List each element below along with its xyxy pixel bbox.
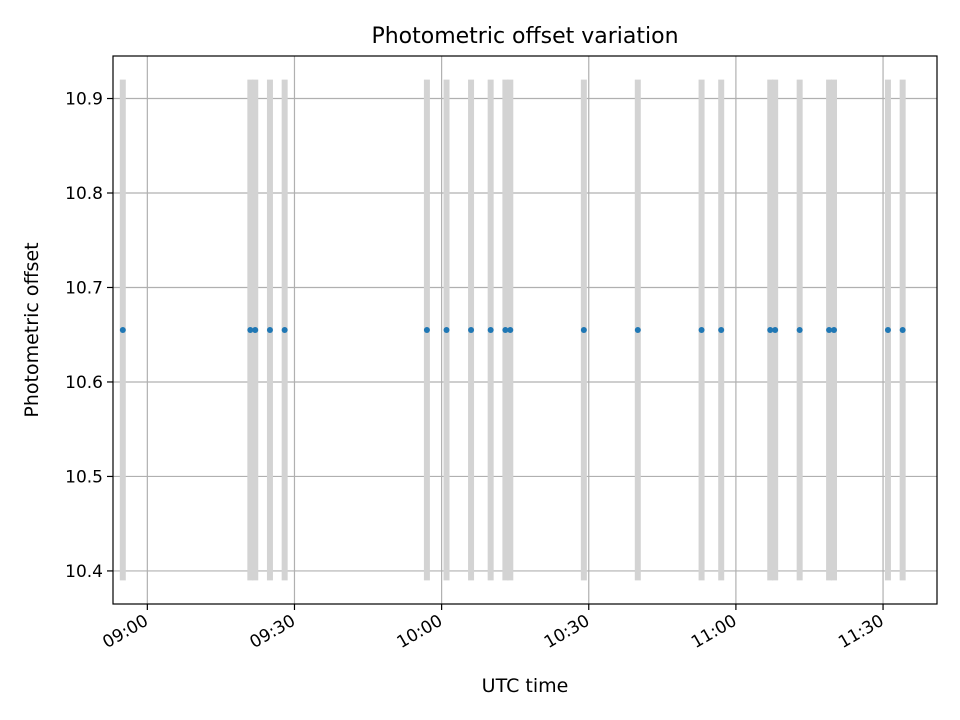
data-point bbox=[634, 327, 641, 333]
data-point bbox=[252, 327, 259, 333]
data-point bbox=[281, 327, 288, 333]
data-point bbox=[831, 327, 837, 333]
data-point bbox=[718, 327, 725, 333]
x-tick-label: 11:00 bbox=[688, 611, 740, 653]
data-point bbox=[899, 327, 906, 333]
data-point bbox=[580, 327, 587, 333]
data-point bbox=[443, 327, 450, 333]
data-point bbox=[826, 327, 833, 333]
x-axis-label: UTC time bbox=[482, 675, 569, 697]
y-tick-label: 10.4 bbox=[65, 562, 103, 582]
data-point bbox=[502, 327, 509, 333]
data-point bbox=[507, 327, 514, 333]
y-tick-label: 10.7 bbox=[65, 278, 103, 298]
y-tick-label: 10.5 bbox=[65, 467, 103, 487]
y-tick-label: 10.9 bbox=[65, 90, 103, 110]
grid bbox=[113, 56, 937, 604]
x-tick-label: 10:30 bbox=[541, 611, 593, 653]
data-point bbox=[247, 327, 254, 333]
x-axis-ticks: 09:00 09:30 10:00 10:30 11:00 11:30 bbox=[99, 604, 888, 653]
data-point bbox=[266, 327, 273, 333]
y-tick-label: 10.6 bbox=[65, 373, 103, 393]
plot-frame bbox=[112, 55, 938, 605]
x-tick-label: 09:00 bbox=[99, 611, 151, 653]
x-tick-label: 11:30 bbox=[835, 611, 887, 653]
data-point bbox=[767, 327, 774, 333]
data-point bbox=[698, 327, 705, 333]
data-point bbox=[796, 327, 803, 333]
x-tick-label: 10:00 bbox=[394, 611, 446, 653]
x-tick-label: 09:30 bbox=[247, 611, 299, 653]
data-point bbox=[119, 327, 126, 333]
data-point bbox=[487, 327, 494, 333]
data-point bbox=[468, 327, 475, 333]
y-tick-label: 10.8 bbox=[65, 184, 103, 204]
data-point bbox=[423, 327, 430, 333]
data-points bbox=[119, 327, 906, 333]
data-point bbox=[884, 327, 891, 333]
chart-title: Photometric offset variation bbox=[371, 24, 678, 49]
y-axis-label: Photometric offset bbox=[21, 242, 43, 417]
data-point bbox=[772, 327, 779, 333]
y-axis-ticks: 10.4 10.5 10.6 10.7 10.8 10.9 bbox=[65, 90, 113, 582]
